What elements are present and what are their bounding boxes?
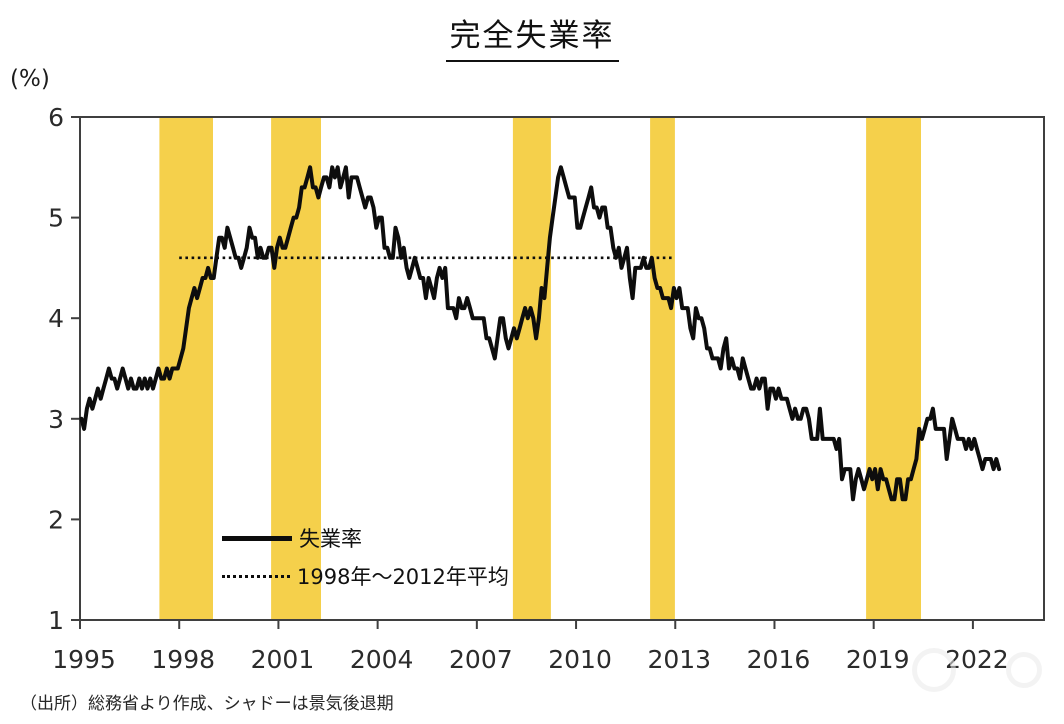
x-tick-label: 2001 [251,645,315,674]
y-tick-label: 5 [48,204,64,233]
x-tick-label: 1998 [151,645,215,674]
chart-title-text: 完全失業率 [445,10,619,62]
x-tick-label: 2010 [548,645,612,674]
y-tick-label: 4 [48,304,64,333]
y-axis-unit-label: (%) [10,66,50,92]
dotted-line-sample [222,574,290,578]
x-tick-label: 2013 [647,645,711,674]
recession-band [650,117,675,620]
legend-label-unemployment: 失業率 [299,527,362,551]
solid-line-sample [222,535,292,541]
faint-watermark-icon [912,648,956,692]
recession-band [512,117,551,620]
plot-frame [79,116,1045,621]
recession-band [866,117,921,620]
unemployment-rate-line [79,165,1002,502]
faint-watermark-icon [1006,652,1042,688]
y-tick-label: 2 [48,505,64,534]
x-tick-label: 2004 [350,645,414,674]
source-note: （出所）総務省より作成、シャドーは景気後退期 [20,694,394,714]
chart-legend: 失業率 1998年～2012年平均 [222,519,509,595]
x-tick-label: 2019 [846,645,910,674]
y-tick-label: 3 [48,405,64,434]
y-tick-label: 6 [48,103,64,132]
chart-title: 完全失業率 [0,10,1064,62]
legend-item-unemployment: 失業率 [222,519,509,557]
x-tick-label: 1995 [52,645,116,674]
x-tick-label: 2007 [449,645,513,674]
legend-label-average: 1998年～2012年平均 [297,565,509,589]
legend-item-average: 1998年～2012年平均 [222,557,509,595]
x-tick-label: 2016 [747,645,811,674]
y-tick-label: 1 [48,606,64,635]
